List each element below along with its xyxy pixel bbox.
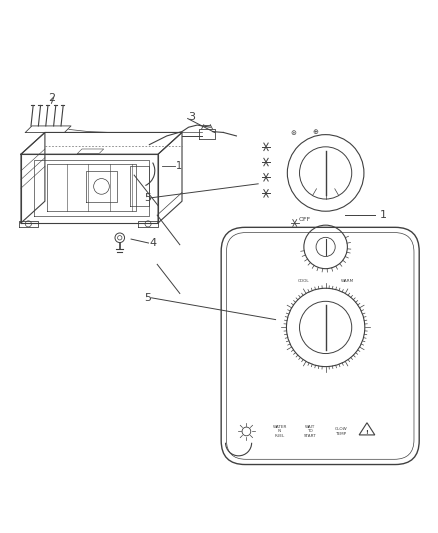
Text: 1: 1 <box>380 210 387 220</box>
Text: GLOW
TEMP: GLOW TEMP <box>335 427 347 436</box>
Text: COOL: COOL <box>298 279 310 282</box>
Text: WARM: WARM <box>341 279 354 282</box>
Text: 3: 3 <box>188 112 195 122</box>
Text: $\oplus$: $\oplus$ <box>312 127 319 136</box>
Text: $\circledast$: $\circledast$ <box>290 128 297 137</box>
Text: 4: 4 <box>149 238 156 248</box>
Text: !: ! <box>366 430 368 435</box>
Text: WAIT
TO
START: WAIT TO START <box>304 425 317 438</box>
Text: 5: 5 <box>144 193 151 203</box>
Text: 1: 1 <box>176 161 182 172</box>
Text: WATER
IN
FUEL: WATER IN FUEL <box>273 425 287 438</box>
Text: 5: 5 <box>144 293 151 303</box>
Text: OFF: OFF <box>299 217 311 222</box>
Text: 2: 2 <box>48 93 56 103</box>
